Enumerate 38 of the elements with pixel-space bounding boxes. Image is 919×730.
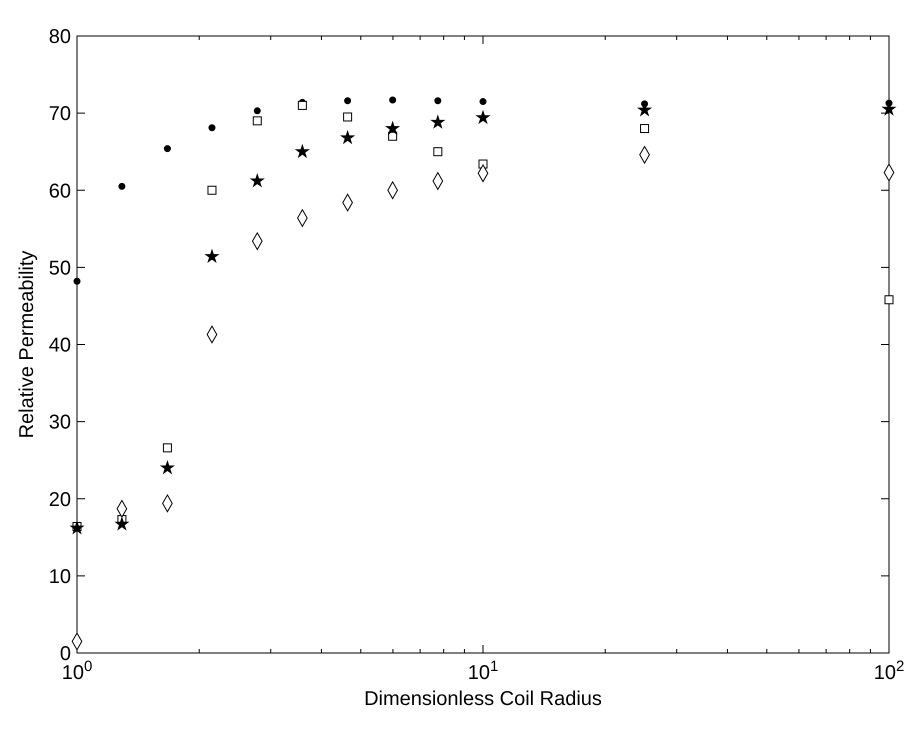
y-tick-label: 20 <box>48 488 71 511</box>
point <box>118 182 126 190</box>
point <box>296 144 309 158</box>
x-tick-label: 10$^{1}$ <box>468 658 498 684</box>
point <box>205 250 218 262</box>
point <box>250 174 264 187</box>
point <box>480 98 486 106</box>
point <box>208 124 216 132</box>
y-axis-title: Relative Permeability <box>16 250 38 438</box>
point <box>252 116 262 126</box>
point <box>344 97 352 104</box>
y-tick-label: 30 <box>48 412 71 434</box>
point <box>386 122 400 134</box>
point <box>431 116 444 128</box>
y-tick-label: 50 <box>48 257 71 280</box>
point <box>74 278 80 285</box>
x-tick-label: 10$^{2}$ <box>874 658 904 684</box>
point <box>160 461 174 474</box>
y-tick-label: 70 <box>48 103 71 126</box>
y-tick-label: 60 <box>48 180 71 202</box>
point <box>341 130 354 144</box>
point <box>115 517 128 530</box>
y-tick-label: 80 <box>48 26 71 48</box>
x-axis-title: Dimensionless Coil Radius <box>364 688 602 710</box>
point <box>70 521 84 534</box>
point <box>476 110 490 124</box>
point <box>164 145 171 152</box>
y-tick-label: 40 <box>48 334 71 356</box>
point <box>207 186 216 195</box>
point <box>254 107 261 114</box>
y-tick-label: 10 <box>48 566 71 588</box>
point <box>389 96 396 104</box>
point <box>433 147 442 156</box>
point <box>298 100 307 110</box>
point <box>388 132 398 141</box>
point <box>162 443 172 452</box>
point <box>434 97 442 104</box>
point <box>343 112 352 122</box>
